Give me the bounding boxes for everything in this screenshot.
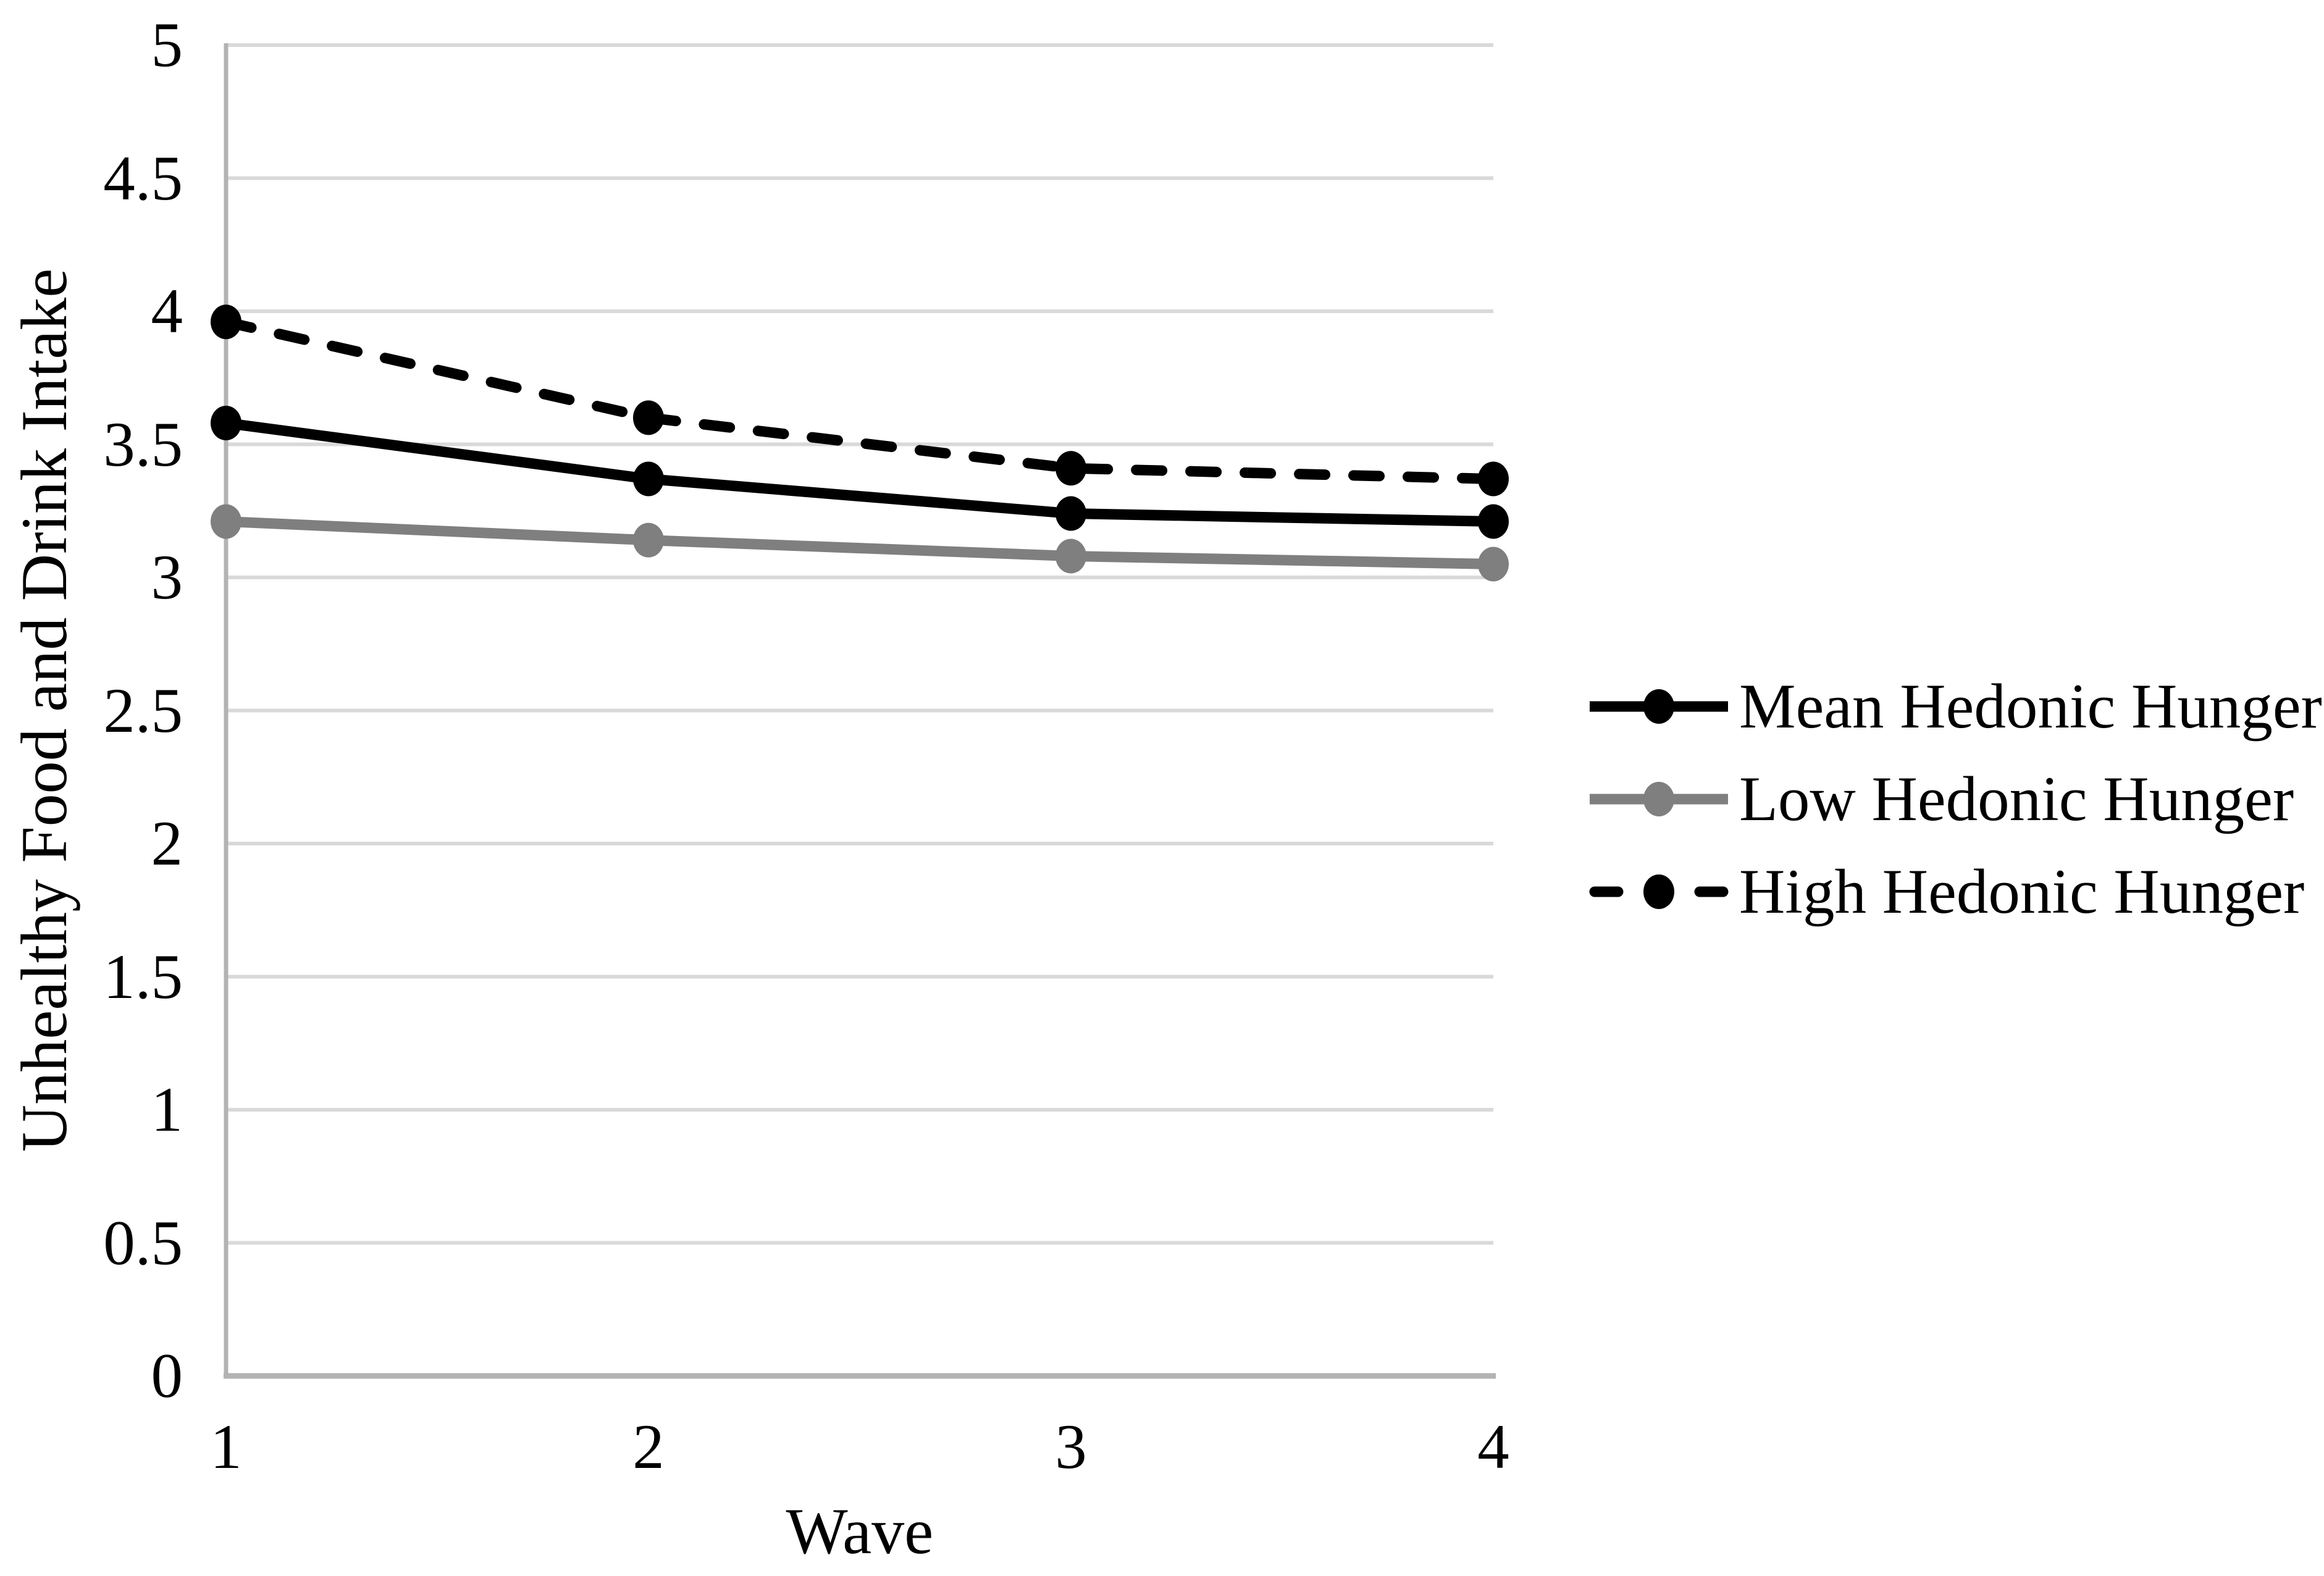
legend: Mean Hedonic Hunger Low Hedonic Hunger H… (1588, 672, 2322, 950)
y-axis-title: Unhealthy Food and Drink Intake (8, 268, 80, 1152)
legend-swatch-solid-gray-line-icon (1590, 782, 1728, 816)
data-point-mean-hedonic-hunger (1478, 504, 1509, 539)
legend-label: Mean Hedonic Hunger (1739, 671, 2322, 742)
data-point-low-hedonic-hunger (211, 504, 241, 539)
legend-label: Low Hedonic Hunger (1739, 764, 2294, 834)
legend-label: High Hedonic Hunger (1739, 857, 2305, 927)
data-point-high-hedonic-hunger (633, 400, 664, 435)
data-point-high-hedonic-hunger (1478, 461, 1509, 497)
legend-swatch-solid-black-line-icon (1590, 689, 1728, 724)
series-line-mean-hedonic-hunger (225, 417, 1494, 527)
legend-item-mean-hedonic-hunger: Mean Hedonic Hunger (1588, 672, 2322, 741)
data-point-high-hedonic-hunger (211, 304, 241, 340)
data-point-high-hedonic-hunger (1055, 451, 1086, 486)
data-point-mean-hedonic-hunger (211, 406, 241, 441)
x-axis-title: Wave (786, 1495, 934, 1567)
data-point-mean-hedonic-hunger (1055, 496, 1086, 531)
data-point-low-hedonic-hunger (633, 522, 664, 558)
data-point-low-hedonic-hunger (1478, 547, 1509, 582)
legend-item-high-hedonic-hunger: High Hedonic Hunger (1588, 857, 2322, 926)
legend-item-low-hedonic-hunger: Low Hedonic Hunger (1588, 765, 2322, 834)
series-line-high-hedonic-hunger (220, 316, 1499, 485)
data-point-low-hedonic-hunger (1055, 539, 1086, 574)
data-point-mean-hedonic-hunger (633, 461, 664, 497)
legend-swatch-dashed-black-line-icon (1589, 874, 1729, 909)
series-line-low-hedonic-hunger (225, 516, 1494, 569)
